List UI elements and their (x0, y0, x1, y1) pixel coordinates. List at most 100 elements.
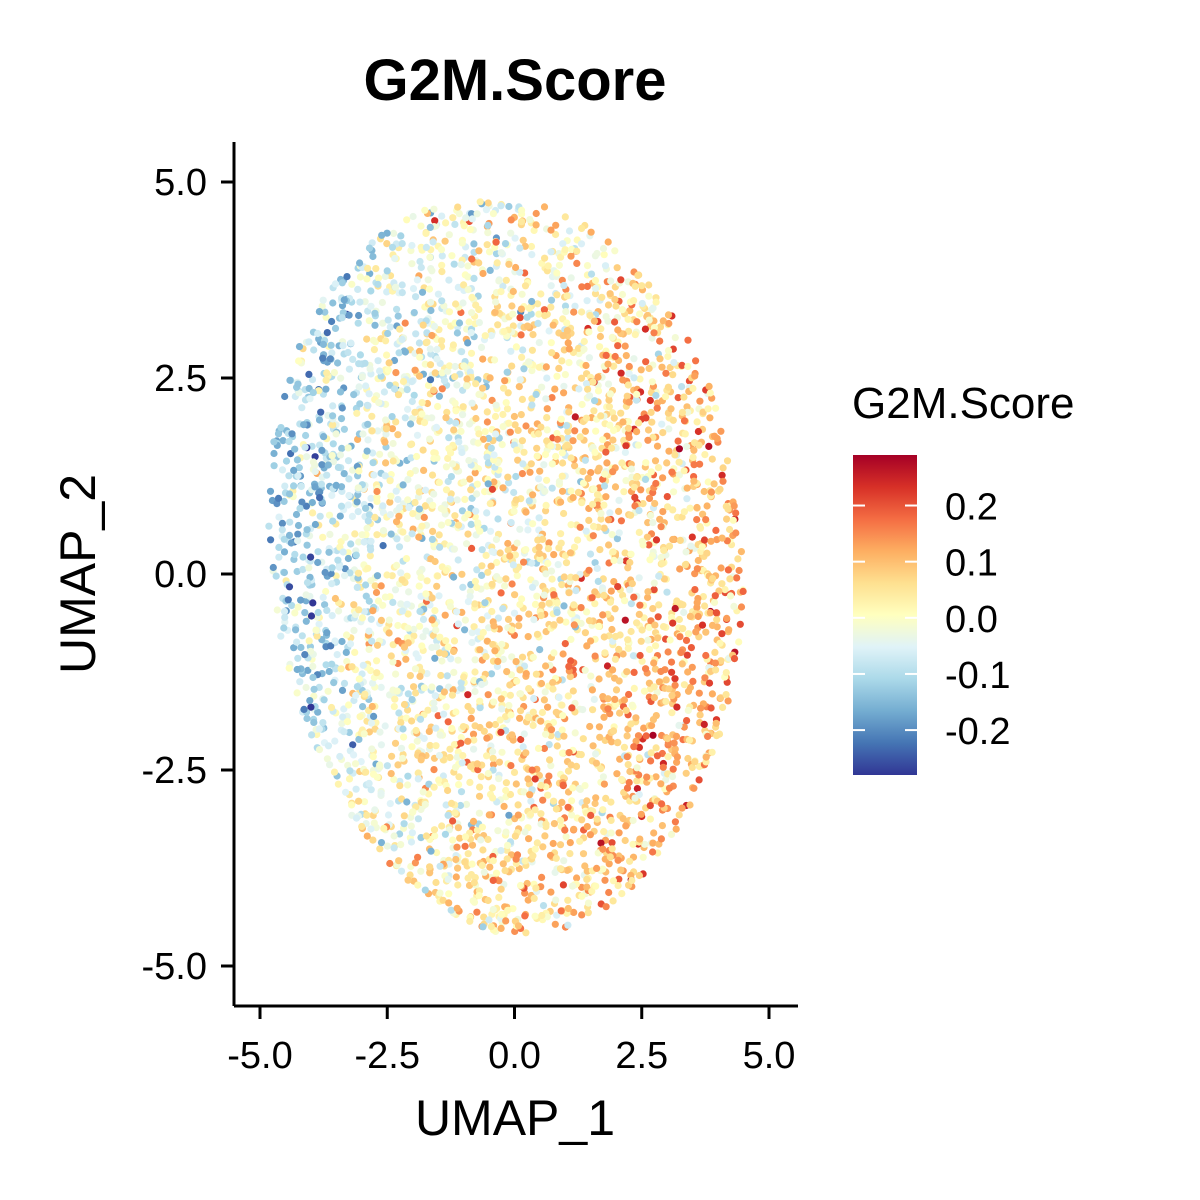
cell-point (555, 478, 564, 486)
cell-point (610, 556, 618, 565)
cell-point (341, 572, 349, 580)
cell-point (505, 419, 513, 427)
cell-point (685, 736, 694, 744)
cell-point (460, 478, 468, 486)
cell-point (416, 672, 424, 681)
cell-point (560, 382, 568, 390)
cell-point (536, 467, 544, 475)
cell-point (483, 752, 491, 760)
cell-point (345, 728, 353, 737)
cell-point (435, 392, 443, 400)
cell-point (683, 717, 691, 725)
cell-point (447, 906, 455, 914)
cell-point (562, 308, 570, 316)
cell-point (625, 433, 633, 442)
cell-point (371, 513, 379, 522)
cell-point (436, 862, 444, 870)
cell-point (401, 414, 409, 422)
cell-point (664, 352, 672, 361)
cell-point (468, 841, 477, 849)
cell-point (450, 668, 458, 677)
cell-point (633, 428, 641, 436)
cell-point (427, 298, 435, 306)
cell-point (328, 349, 336, 357)
cell-point (684, 668, 692, 676)
cell-point (472, 301, 480, 309)
cell-point (673, 753, 682, 761)
cell-point (269, 563, 277, 572)
cell-point (735, 566, 743, 575)
cell-point (301, 651, 309, 659)
cell-point (356, 400, 364, 408)
cell-point (664, 311, 673, 319)
cell-point (469, 817, 478, 826)
cell-point (565, 662, 573, 671)
cell-point (638, 282, 646, 290)
cell-point (543, 426, 551, 434)
cell-point (549, 685, 557, 693)
cell-point (360, 538, 368, 546)
cell-point (590, 695, 598, 704)
cell-point (563, 441, 571, 449)
cell-point (278, 466, 287, 474)
cell-point (369, 449, 377, 457)
cell-point (452, 873, 460, 881)
cell-point (311, 483, 319, 491)
cell-point (334, 780, 342, 788)
cell-point (568, 704, 576, 712)
cell-point (664, 347, 673, 355)
cell-point (379, 319, 387, 327)
cell-point (657, 667, 665, 676)
cell-point (487, 444, 495, 452)
cell-point (438, 261, 446, 269)
cell-point (628, 701, 636, 709)
cell-point (280, 624, 288, 632)
cell-point (322, 385, 330, 393)
cell-point (689, 677, 697, 686)
cell-point (444, 786, 452, 795)
cell-point (558, 726, 566, 734)
cell-point (483, 509, 491, 517)
cell-point (548, 575, 556, 583)
cell-point (697, 704, 705, 712)
cell-point (649, 519, 657, 527)
cell-point (389, 658, 397, 666)
cell-point (352, 551, 360, 559)
cell-point (458, 448, 466, 457)
cell-point (426, 435, 434, 443)
cell-point (363, 832, 371, 840)
cell-point (558, 449, 567, 457)
cell-point (555, 364, 563, 372)
cell-point (533, 444, 541, 452)
cell-point (657, 780, 665, 788)
cell-point (438, 297, 446, 305)
cell-point (464, 273, 472, 281)
cell-point (365, 627, 373, 635)
cell-point (507, 762, 515, 770)
cell-point (439, 896, 447, 904)
cell-point (560, 509, 568, 518)
cell-point (515, 614, 523, 622)
cell-point (460, 362, 468, 370)
cell-point (528, 346, 537, 354)
cell-point (567, 487, 575, 495)
cell-point (506, 681, 514, 689)
cell-point (490, 451, 498, 459)
cell-point (712, 609, 721, 617)
cell-point (472, 380, 480, 388)
cell-point (498, 640, 506, 648)
cell-point (301, 609, 309, 617)
cell-point (438, 385, 446, 393)
cell-point (537, 781, 545, 790)
cell-point (390, 703, 398, 711)
cell-point (574, 344, 583, 352)
cell-point (496, 576, 504, 584)
cell-point (404, 781, 412, 789)
cell-point (648, 418, 656, 426)
cell-point (315, 387, 323, 395)
cell-point (645, 292, 653, 300)
cell-point (636, 601, 644, 609)
cell-point (509, 322, 517, 330)
cell-point (444, 811, 452, 819)
cell-point (357, 758, 365, 766)
